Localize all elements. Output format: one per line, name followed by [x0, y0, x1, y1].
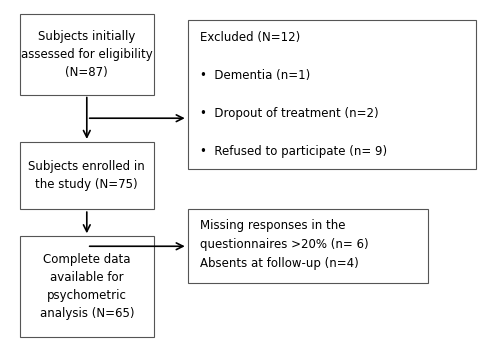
Text: Excluded (N=12)

•  Dementia (n=1)

•  Dropout of treatment (n=2)

•  Refused to: Excluded (N=12) • Dementia (n=1) • Dropo…	[200, 31, 386, 158]
FancyBboxPatch shape	[20, 14, 154, 95]
FancyBboxPatch shape	[20, 142, 154, 209]
Text: Subjects enrolled in
the study (N=75): Subjects enrolled in the study (N=75)	[28, 160, 145, 191]
Text: Missing responses in the
questionnaires >20% (n= 6)
Absents at follow-up (n=4): Missing responses in the questionnaires …	[200, 219, 368, 270]
FancyBboxPatch shape	[188, 209, 428, 283]
Text: Subjects initially
assessed for eligibility
(N=87): Subjects initially assessed for eligibil…	[21, 30, 152, 79]
Text: Complete data
available for
psychometric
analysis (N=65): Complete data available for psychometric…	[40, 253, 134, 320]
FancyBboxPatch shape	[188, 20, 476, 169]
FancyBboxPatch shape	[20, 236, 154, 337]
